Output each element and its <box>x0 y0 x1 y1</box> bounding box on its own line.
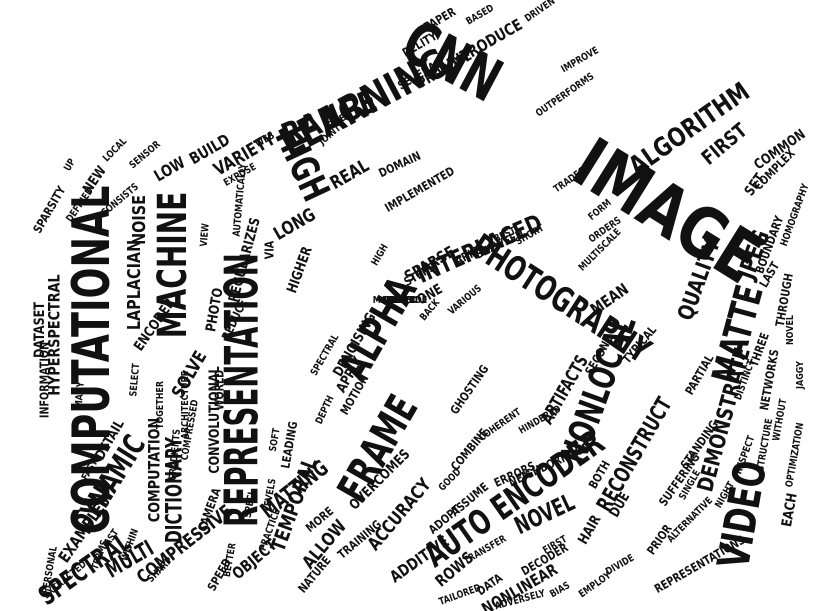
cloud-word: SELECT <box>129 362 143 397</box>
cloud-word: DEPTH <box>314 394 337 426</box>
cloud-word: FACE <box>389 295 411 306</box>
cloud-word: LONG <box>270 204 319 245</box>
cloud-word: DIVIDE <box>604 553 636 578</box>
cloud-word: CONVOLUTIONAL <box>206 366 223 473</box>
cloud-word: SOFT <box>268 427 283 453</box>
cloud-word: UNDER <box>384 295 415 306</box>
cloud-word: HAIR <box>574 512 604 547</box>
cloud-word: NOVEL <box>785 315 796 345</box>
cloud-word: EACH <box>778 492 800 528</box>
cloud-word: SPECI <box>243 491 258 518</box>
cloud-word: BIAS <box>548 580 572 600</box>
cloud-word: UP <box>63 157 79 173</box>
cloud-word: NOISE <box>128 195 149 245</box>
cloud-word: COMPUTATION <box>146 418 164 522</box>
cloud-word: COHERENT <box>477 407 524 444</box>
cloud-word: MACHINE <box>150 192 196 338</box>
cloud-word: MANY <box>74 381 87 409</box>
cloud-word: JAGGY <box>795 361 806 390</box>
cloud-word: VIA <box>262 240 276 259</box>
cloud-word: LOCAL <box>101 136 129 164</box>
cloud-word: DRIVEN <box>523 0 557 25</box>
cloud-word: DICTIONARY <box>162 437 187 543</box>
cloud-word: ARCHITECTURE <box>180 371 191 439</box>
cloud-word: OBJECT <box>229 536 280 583</box>
cloud-word: VIEW <box>199 223 212 247</box>
cloud-word: REPRESENTATION <box>215 253 268 527</box>
cloud-word: DOMAIN <box>376 149 423 181</box>
cloud-word: INFORMATION <box>37 342 51 418</box>
cloud-word: DATASET <box>31 302 48 358</box>
cloud-word: REAL <box>326 155 372 194</box>
cloud-word: BASED <box>464 3 496 28</box>
cloud-word: GHOSTING <box>447 362 491 417</box>
cloud-word: INPUT <box>386 295 414 306</box>
cloud-word: LAPLACIAN <box>123 240 144 330</box>
cloud-word: LOW <box>151 154 188 186</box>
cloud-word: HIGH <box>370 243 391 268</box>
cloud-word: WORLD <box>212 370 226 410</box>
cloud-word: STRUCTURE <box>755 418 775 472</box>
cloud-word: GRADIENTS <box>168 429 184 482</box>
cloud-word: TOGETHER <box>155 381 166 429</box>
cloud-word: IMPROVE <box>560 45 601 75</box>
cloud-word: HYPERSPECTRAL <box>46 274 64 395</box>
cloud-word: CLOSED <box>382 295 418 306</box>
cloud-word: COMPUTATIONAL <box>60 186 121 535</box>
cloud-word: OUTPERFORMS <box>534 71 596 119</box>
cloud-word: MAGNITUDE <box>373 295 427 306</box>
cloud-word: HIGHER <box>283 244 315 295</box>
cloud-word: ALTERNATIVE <box>666 496 716 546</box>
cloud-word: VARIOUS <box>446 283 484 317</box>
cloud-word: OPTIMIZATION <box>784 422 806 488</box>
cloud-word: HOMOGRAPHY <box>779 182 812 248</box>
cloud-word: WAY <box>390 295 410 306</box>
